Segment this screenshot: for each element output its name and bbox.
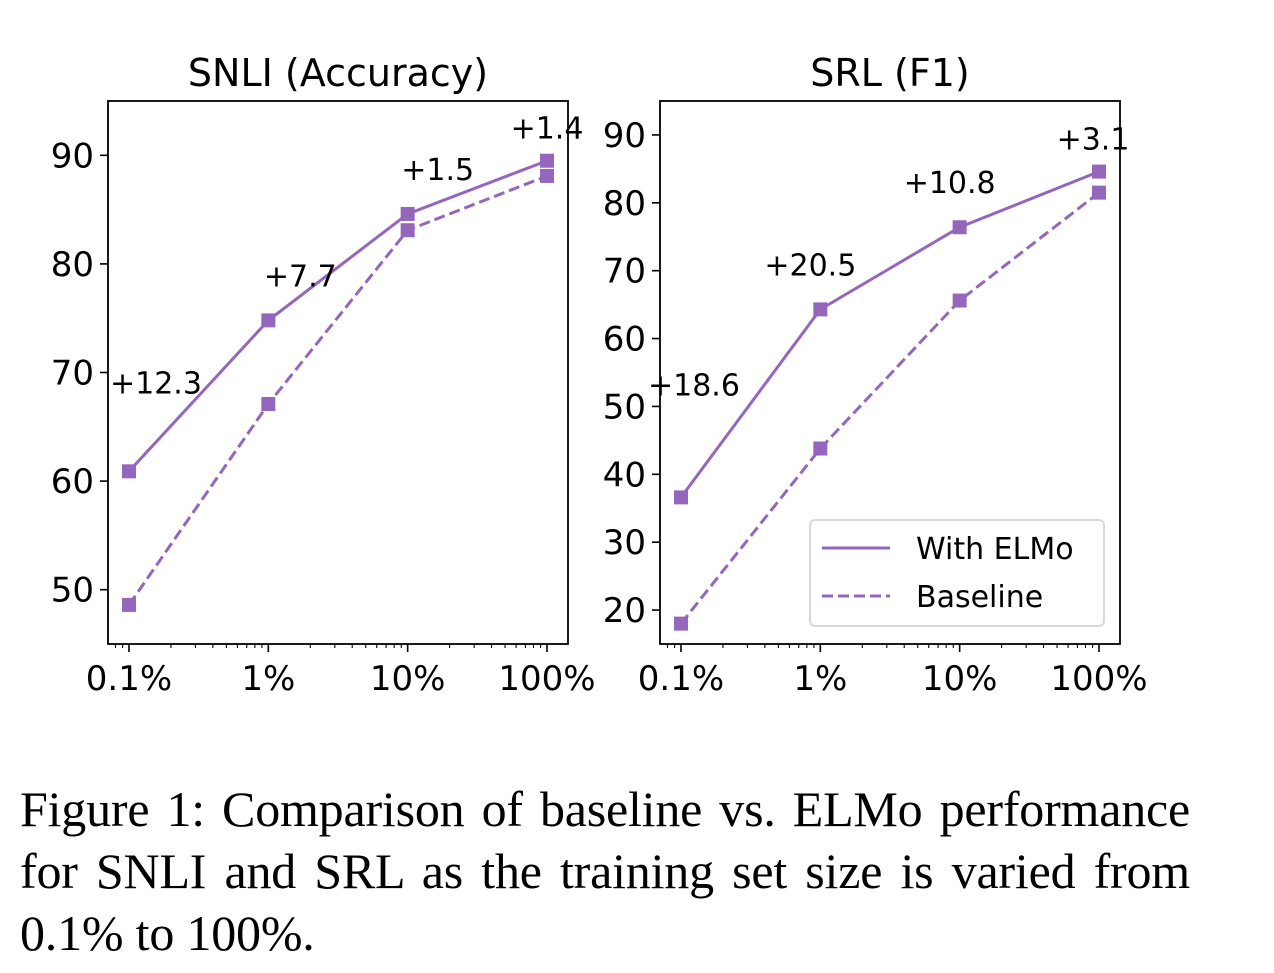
series-line-baseline — [679, 191, 1100, 625]
legend-label: With ELMo — [916, 532, 1074, 567]
chart-title: SNLI (Accuracy) — [188, 51, 488, 95]
data-point-marker — [952, 220, 967, 235]
gain-annotation: +3.1 — [1057, 123, 1130, 158]
gain-annotation: +18.6 — [648, 368, 740, 403]
x-tick-label: 10% — [370, 659, 446, 699]
y-tick-label: 20 — [603, 591, 646, 631]
y-tick-label: 70 — [51, 354, 94, 394]
x-tick-label: 100% — [498, 659, 595, 699]
data-point-marker — [673, 616, 688, 631]
data-point-marker — [261, 396, 276, 411]
y-tick-label: 50 — [603, 387, 646, 427]
gain-annotation: +20.5 — [764, 248, 856, 283]
x-tick-label: 1% — [793, 659, 847, 699]
data-point-marker — [121, 464, 136, 479]
data-point-marker — [1091, 164, 1106, 179]
legend: With ELMo Baseline — [809, 519, 1105, 627]
data-point-marker — [952, 293, 967, 308]
data-point-marker — [261, 313, 276, 328]
figure-caption: Figure 1: Comparison of baseline vs. ELM… — [20, 781, 1190, 961]
y-tick-label: 60 — [51, 462, 94, 502]
legend-label: Baseline — [916, 580, 1043, 615]
x-tick-label: 100% — [1050, 659, 1147, 699]
y-tick-label: 90 — [603, 116, 646, 156]
data-point-marker — [121, 597, 136, 612]
gain-annotation: +12.3 — [110, 366, 202, 401]
axes-frame — [659, 100, 1121, 645]
series-line-with-elmo — [127, 159, 548, 473]
data-point-marker — [813, 302, 828, 317]
y-tick-label: 50 — [51, 571, 94, 611]
chart-title: SRL (F1) — [810, 51, 969, 95]
axes-frame — [107, 100, 569, 645]
series-line-baseline — [127, 174, 548, 606]
x-tick-label: 10% — [922, 659, 998, 699]
data-point-marker — [400, 206, 415, 221]
chart-panel-1: SNLI (Accuracy) 50 60 70 80 90 0.1% 1% 10% 100% +1… — [51, 51, 596, 699]
gain-annotation: +10.8 — [904, 166, 996, 201]
y-tick-label: 80 — [51, 245, 94, 285]
x-tick-label: 0.1% — [86, 659, 172, 699]
y-tick-label: 90 — [51, 136, 94, 176]
figure: SNLI (Accuracy) 50 60 70 80 90 0.1% 1% 10% 100% +1… — [51, 51, 1148, 699]
data-point-marker — [1091, 185, 1106, 200]
chart-panel-2: SRL (F1) 20 30 40 50 60 70 80 90 0.1% 1% 10% 100% +18… — [603, 51, 1148, 699]
data-point-marker — [539, 153, 554, 168]
gain-annotation: +1.5 — [401, 153, 474, 188]
data-point-marker — [539, 168, 554, 183]
gain-annotation: +1.4 — [511, 112, 584, 147]
gain-annotation: +7.7 — [264, 259, 337, 294]
data-point-marker — [673, 490, 688, 505]
x-tick-label: 1% — [241, 659, 295, 699]
y-tick-label: 70 — [603, 252, 646, 292]
series-line-with-elmo — [679, 170, 1100, 499]
y-tick-label: 40 — [603, 455, 646, 495]
data-point-marker — [813, 441, 828, 456]
y-tick-label: 60 — [603, 320, 646, 360]
x-tick-label: 0.1% — [638, 659, 724, 699]
y-tick-label: 80 — [603, 184, 646, 224]
data-point-marker — [400, 223, 415, 238]
y-tick-label: 30 — [603, 523, 646, 563]
